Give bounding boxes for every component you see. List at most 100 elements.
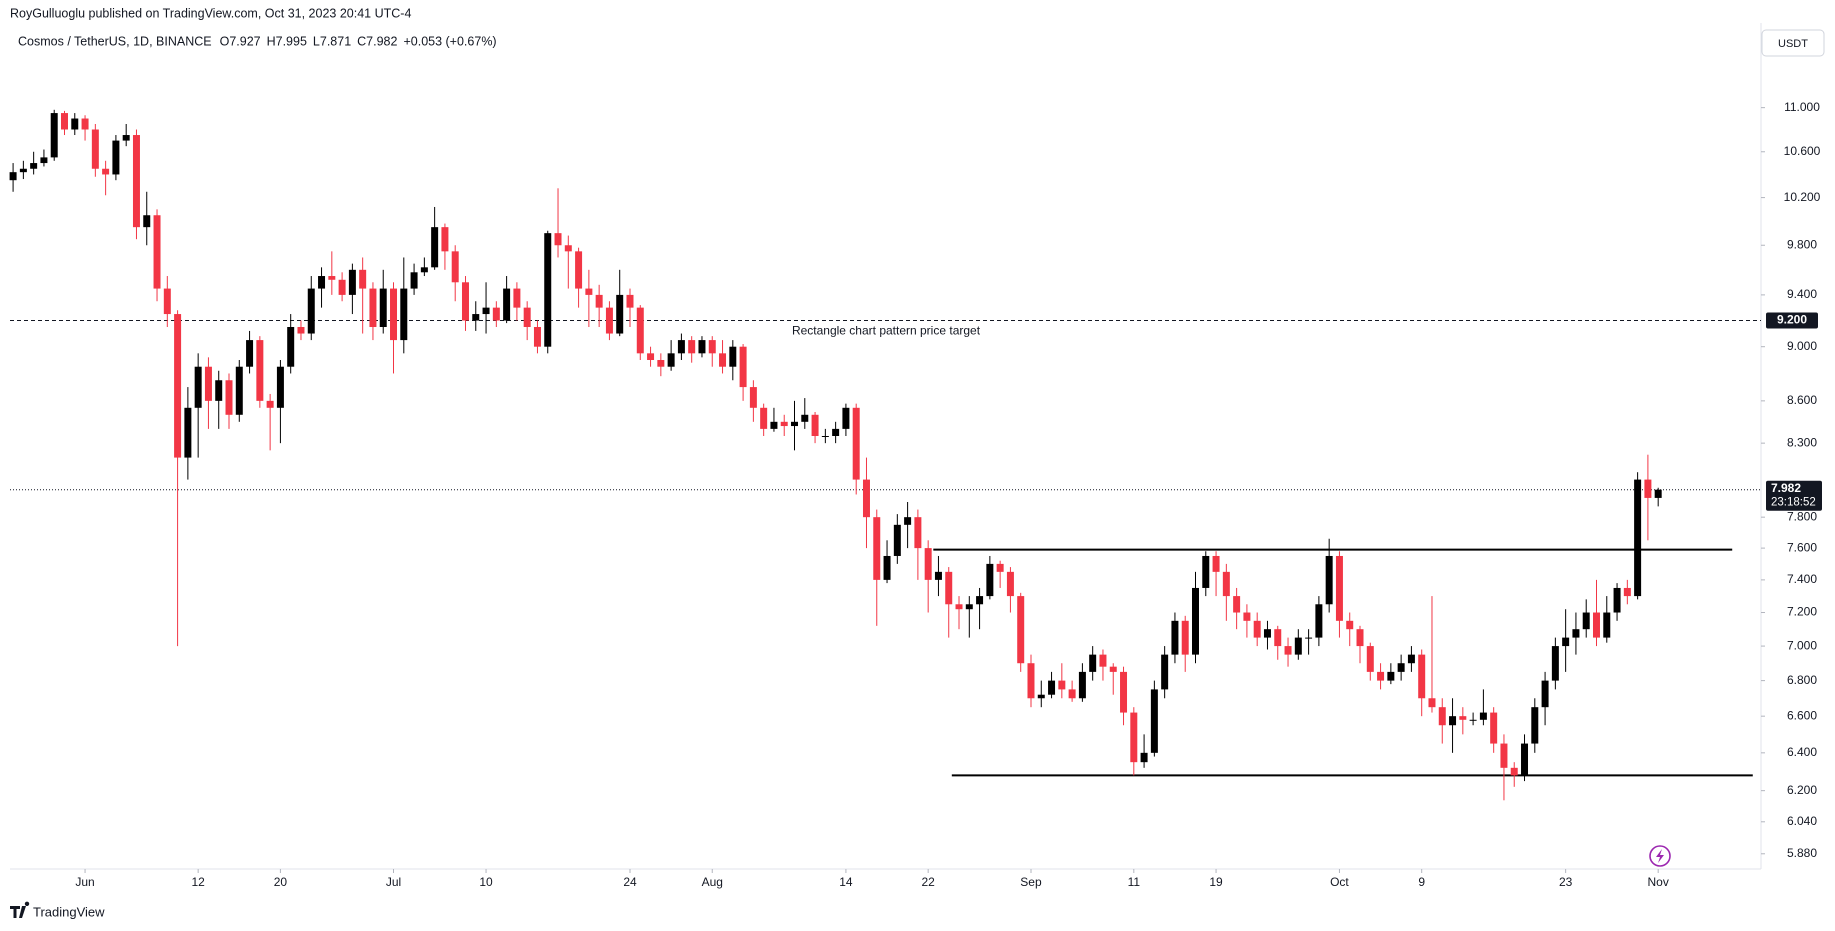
candle-body bbox=[821, 435, 829, 437]
candle-body bbox=[1068, 689, 1076, 699]
candle-body bbox=[1078, 671, 1086, 699]
x-tick-label: Aug bbox=[702, 875, 723, 889]
candle-body bbox=[225, 380, 233, 415]
candle-body bbox=[1253, 620, 1261, 638]
candle-body bbox=[729, 346, 737, 367]
currency-button[interactable] bbox=[1761, 29, 1825, 57]
candle-body bbox=[1048, 680, 1056, 695]
candle-body bbox=[1449, 716, 1457, 726]
candle-body bbox=[1315, 604, 1323, 638]
candle-body bbox=[1161, 654, 1169, 690]
icon-bolt[interactable] bbox=[1656, 849, 1664, 863]
icon-ring[interactable] bbox=[1649, 845, 1671, 867]
candle-body bbox=[677, 340, 685, 354]
candle-body bbox=[1387, 671, 1395, 681]
candle-body bbox=[801, 414, 809, 422]
lightning-icon[interactable] bbox=[1649, 845, 1671, 867]
candle-body bbox=[81, 118, 89, 130]
candle-body bbox=[523, 307, 531, 328]
candle-body bbox=[194, 366, 202, 408]
y-tick-label: 8.300 bbox=[1787, 435, 1817, 449]
last-price-label: 7.982 bbox=[1771, 481, 1801, 495]
candle-body bbox=[1459, 716, 1467, 720]
candle-body bbox=[914, 517, 922, 549]
candle-body bbox=[955, 604, 963, 610]
candle-body bbox=[379, 288, 387, 328]
candle-body bbox=[1037, 694, 1045, 699]
candle-body bbox=[287, 327, 295, 367]
candle-body bbox=[1469, 719, 1477, 721]
symbol-title: Cosmos / TetherUS, 1D, BINANCE bbox=[18, 34, 212, 48]
candle-body bbox=[657, 360, 665, 367]
candle-body bbox=[1150, 689, 1158, 753]
y-tick-label: 5.880 bbox=[1787, 846, 1817, 860]
candle-body bbox=[1510, 767, 1518, 776]
candle-body bbox=[132, 135, 140, 228]
last-price-box bbox=[1766, 480, 1822, 511]
brand-logo bbox=[10, 901, 30, 918]
candle-body bbox=[1192, 587, 1199, 655]
brand-name: TradingView bbox=[33, 904, 105, 919]
candle-body bbox=[1017, 596, 1025, 664]
candle-body bbox=[1058, 680, 1066, 690]
candle-body bbox=[544, 233, 552, 347]
candle-body bbox=[174, 314, 182, 458]
candle-body bbox=[400, 288, 408, 341]
candle-body bbox=[472, 314, 480, 321]
candle-body bbox=[719, 353, 727, 367]
candle-body bbox=[307, 288, 315, 334]
candle-body bbox=[965, 604, 973, 610]
legend-item: O7.927 bbox=[220, 34, 261, 48]
candle-body bbox=[1089, 654, 1097, 672]
candle-body bbox=[1623, 587, 1631, 597]
x-tick-label: 10 bbox=[479, 875, 493, 889]
candle-body bbox=[780, 421, 788, 427]
y-tick-label: 6.800 bbox=[1787, 673, 1817, 687]
candle-body bbox=[9, 172, 17, 181]
candle-body bbox=[1572, 629, 1580, 638]
x-tick-label: Jul bbox=[386, 875, 401, 889]
legend-item: +0.053 (+0.67%) bbox=[403, 34, 496, 48]
candle-body bbox=[1140, 752, 1148, 763]
candle-body bbox=[390, 288, 398, 341]
candle-body bbox=[904, 517, 912, 525]
candle-body bbox=[554, 233, 562, 246]
y-tick-label: 10.600 bbox=[1784, 144, 1821, 158]
candle-body bbox=[369, 288, 377, 328]
y-tick-label: 6.200 bbox=[1787, 783, 1817, 797]
candle-body bbox=[1654, 489, 1662, 498]
candle-body bbox=[1582, 612, 1590, 630]
y-tick-label: 7.600 bbox=[1787, 540, 1817, 554]
y-tick-label: 7.200 bbox=[1787, 605, 1817, 619]
candle-body bbox=[91, 129, 99, 169]
candle-body bbox=[770, 421, 778, 429]
candle-body bbox=[359, 269, 367, 289]
x-tick-label: 19 bbox=[1209, 875, 1223, 889]
candle-body bbox=[842, 407, 850, 429]
x-tick-label: 22 bbox=[921, 875, 935, 889]
candle-body bbox=[1634, 479, 1642, 597]
candle-body bbox=[1490, 712, 1498, 744]
candle-body bbox=[1120, 671, 1128, 713]
currency-label[interactable]: USDT bbox=[1778, 38, 1808, 50]
candle-body bbox=[1644, 479, 1652, 498]
candle-body bbox=[1603, 612, 1611, 638]
candle-body bbox=[1356, 629, 1364, 647]
candle-body bbox=[1551, 646, 1559, 681]
candle-body bbox=[986, 563, 994, 597]
y-tick-label: 9.000 bbox=[1787, 339, 1817, 353]
candle-body bbox=[616, 294, 624, 334]
candle-body bbox=[1263, 629, 1271, 638]
candle-body bbox=[40, 157, 48, 164]
candle-body bbox=[667, 353, 675, 367]
candle-body bbox=[19, 168, 27, 173]
x-tick-label: Sep bbox=[1020, 875, 1042, 889]
x-tick-label: 9 bbox=[1418, 875, 1425, 889]
price-target-label: 9.200 bbox=[1777, 313, 1807, 327]
candle-body bbox=[873, 517, 881, 580]
candle-body bbox=[945, 571, 953, 605]
candle-body bbox=[1294, 637, 1302, 655]
candle-body bbox=[503, 288, 511, 321]
x-tick-label: 14 bbox=[839, 875, 853, 889]
y-tick-label: 10.200 bbox=[1784, 190, 1821, 204]
